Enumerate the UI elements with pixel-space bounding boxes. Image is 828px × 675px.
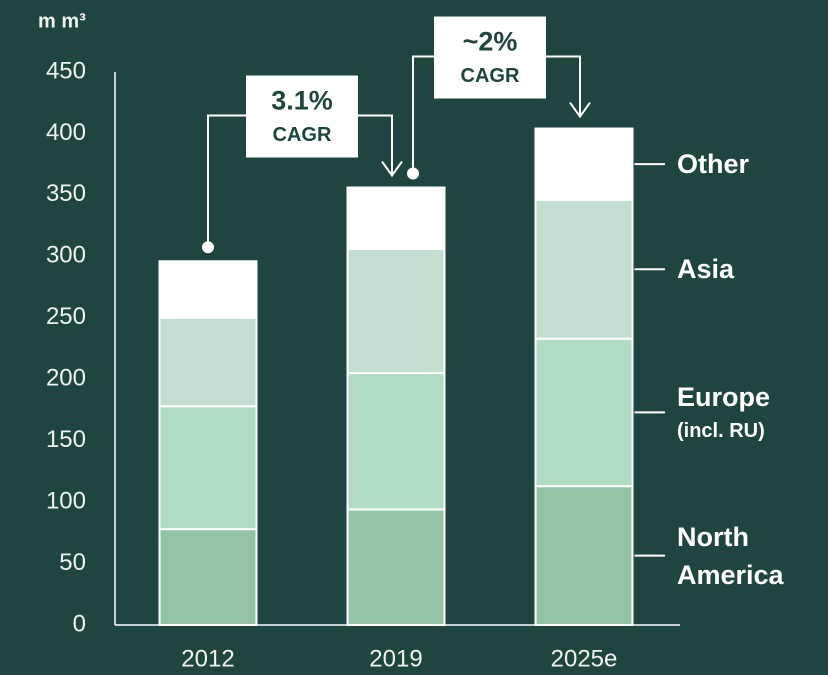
y-tick-label: 200 — [46, 365, 86, 392]
arrow-head — [381, 160, 403, 178]
x-tick-label: 2012 — [181, 645, 234, 672]
y-tick-label: 0 — [73, 610, 86, 637]
bar-segment — [346, 372, 446, 511]
connector-dot — [407, 167, 419, 180]
annotation-box — [434, 16, 546, 99]
y-tick-label: 100 — [46, 487, 86, 514]
connector-dot — [202, 241, 214, 254]
connector — [207, 114, 246, 248]
x-tick-label: 2019 — [369, 645, 422, 672]
legend-label: Other — [677, 149, 750, 180]
legend-entry: Other — [677, 145, 817, 183]
bar-segment — [346, 247, 446, 375]
annotation-sub: CAGR — [461, 65, 520, 87]
legend-entry: North America — [677, 518, 817, 594]
bar-segment — [158, 405, 258, 531]
bar-segment — [346, 508, 446, 626]
annotation-value: ~2% — [463, 27, 518, 57]
bar-segment — [534, 337, 634, 488]
bar-segment — [158, 316, 258, 408]
arrow-head — [569, 101, 591, 119]
connector — [358, 114, 393, 176]
legend-note: (incl. RU) — [677, 420, 765, 443]
connector — [412, 55, 434, 174]
y-tick-label: 400 — [46, 119, 86, 146]
legend-entry: Europe (incl. RU) — [677, 378, 817, 446]
y-tick-label: 350 — [46, 180, 86, 207]
y-tick-label: 50 — [59, 549, 86, 576]
x-tick-label: 2025e — [551, 645, 618, 672]
bar-segment — [158, 260, 258, 319]
bar-segment — [158, 528, 258, 626]
legend-label: North America — [677, 521, 784, 590]
bar-segment — [534, 485, 634, 626]
y-tick-label: 300 — [46, 242, 86, 269]
annotation-value: 3.1% — [271, 86, 333, 116]
y-tick-label: 250 — [46, 303, 86, 330]
legend-label: Europe — [677, 382, 771, 413]
connector — [546, 55, 581, 117]
annotation-sub: CAGR — [273, 124, 332, 146]
bar-segment — [534, 127, 634, 201]
y-tick-label: 150 — [46, 426, 86, 453]
annotation-box — [246, 75, 358, 158]
y-axis-label: m m³ — [38, 10, 86, 32]
y-tick-label: 450 — [46, 57, 86, 84]
bar-segment — [346, 186, 446, 250]
legend-entry: Asia — [677, 250, 817, 288]
bar-segment — [534, 198, 634, 340]
legend-label: Asia — [677, 254, 735, 285]
